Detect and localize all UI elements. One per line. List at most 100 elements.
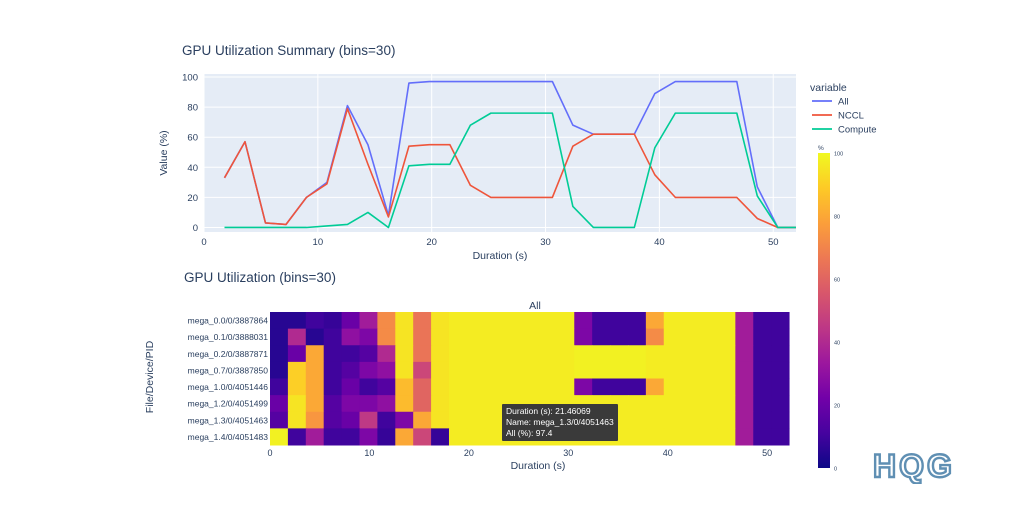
x-tick-label: 40 <box>654 237 665 248</box>
heatmap-cell <box>502 312 522 330</box>
heatmap-cell <box>484 395 504 413</box>
heatmap-cell <box>395 328 414 346</box>
heatmap-cell <box>502 361 522 379</box>
heatmap-cell <box>663 378 683 396</box>
heatmap-cell <box>627 361 647 379</box>
heatmap-cell <box>323 378 343 396</box>
heatmap-cell <box>627 345 647 363</box>
heatmap-cell <box>484 428 504 446</box>
heatmap-cell <box>341 361 360 379</box>
heatmap-cell <box>574 328 593 346</box>
heatmap-cell <box>556 378 575 396</box>
heatmap-cell <box>520 361 539 379</box>
heatmap-cell <box>270 428 289 446</box>
heatmap-cell <box>520 328 539 346</box>
heatmap-cell <box>699 378 718 396</box>
heatmap-cell <box>341 312 360 330</box>
colorbar-title: % <box>818 145 824 152</box>
heatmap-cell <box>413 411 432 429</box>
heatmap-x-tick-label: 40 <box>663 448 673 458</box>
heatmap-cell <box>753 328 772 346</box>
colorbar-tick-label: 0 <box>834 467 837 473</box>
heatmap-cell <box>735 312 754 330</box>
heatmap-cell <box>431 378 450 396</box>
heatmap-cell <box>395 378 414 396</box>
heatmap-cell <box>592 345 611 363</box>
x-tick-label: 20 <box>426 237 437 248</box>
heatmap-cell <box>448 428 468 446</box>
heatmap-row-label: mega_1.2/0/4051499 <box>188 399 269 409</box>
heatmap-cell <box>627 428 647 446</box>
heatmap-cell <box>484 328 504 346</box>
heatmap-cell <box>735 395 754 413</box>
heatmap-cell <box>681 345 701 363</box>
heatmap-cell <box>431 428 450 446</box>
heatmap-cell <box>627 312 647 330</box>
heatmap-cell <box>305 411 325 429</box>
heatmap-cell <box>520 378 539 396</box>
y-tick-label: 20 <box>187 193 198 204</box>
heatmap-x-tick-label: 10 <box>364 448 374 458</box>
legend-label-all: All <box>838 97 849 108</box>
legend-label-nccl: NCCL <box>838 111 864 122</box>
heatmap-cell <box>413 312 432 330</box>
heatmap-cell <box>377 361 396 379</box>
heatmap-cell <box>305 312 325 330</box>
heatmap-cell <box>681 328 701 346</box>
y-tick-label: 60 <box>187 133 198 144</box>
heatmap-cell <box>735 378 754 396</box>
heatmap-cell <box>753 361 772 379</box>
heatmap-cell <box>413 361 432 379</box>
colorbar-tick-label: 60 <box>834 278 840 284</box>
heatmap-ylabel: File/Device/PID <box>144 340 156 413</box>
heatmap-cell <box>287 328 307 346</box>
x-tick-label: 0 <box>201 237 206 248</box>
heatmap-cell <box>771 378 790 396</box>
heatmap-cell <box>377 345 396 363</box>
heatmap-title: GPU Utilization (bins=30) <box>184 270 336 285</box>
heatmap-cell <box>502 345 522 363</box>
heatmap-cell <box>681 378 701 396</box>
heatmap-cell <box>287 395 307 413</box>
heatmap-cell <box>359 312 378 330</box>
heatmap-cell <box>413 345 432 363</box>
heatmap-cell <box>341 378 360 396</box>
heatmap-cell <box>305 378 325 396</box>
heatmap-cell <box>735 328 754 346</box>
heatmap-cell <box>359 345 378 363</box>
heatmap-cell <box>323 345 343 363</box>
heatmap-cell <box>699 345 718 363</box>
heatmap-cell <box>592 361 611 379</box>
heatmap-cell <box>717 411 736 429</box>
heatmap-cell <box>287 378 307 396</box>
x-tick-label: 30 <box>540 237 551 248</box>
heatmap-cell <box>753 378 772 396</box>
heatmap-cell <box>359 378 378 396</box>
heatmap-cell <box>395 345 414 363</box>
heatmap-cell <box>735 411 754 429</box>
heatmap-cell <box>413 378 432 396</box>
heatmap-cell <box>556 345 575 363</box>
heatmap-cell <box>699 428 718 446</box>
logo-text: HQG <box>873 448 955 484</box>
heatmap-cell <box>663 328 683 346</box>
heatmap-cell <box>771 395 790 413</box>
series-line-compute <box>224 112 796 229</box>
x-tick-label: 50 <box>768 237 779 248</box>
heatmap-cell <box>484 361 504 379</box>
heatmap-cell <box>663 428 683 446</box>
heatmap-cell <box>395 411 414 429</box>
heatmap-cell <box>413 395 432 413</box>
heatmap-row-label: mega_0.2/0/3887871 <box>188 349 269 359</box>
heatmap-cell <box>735 428 754 446</box>
heatmap-cell <box>484 345 504 363</box>
colorbar-tick-label: 80 <box>834 215 840 221</box>
heatmap-cell <box>305 328 325 346</box>
heatmap-cell <box>359 395 378 413</box>
heatmap-cell <box>270 345 289 363</box>
x-tick-label: 10 <box>313 237 324 248</box>
y-tick-label: 80 <box>187 103 198 114</box>
heatmap-cell <box>753 428 772 446</box>
heatmap-cell <box>771 345 790 363</box>
